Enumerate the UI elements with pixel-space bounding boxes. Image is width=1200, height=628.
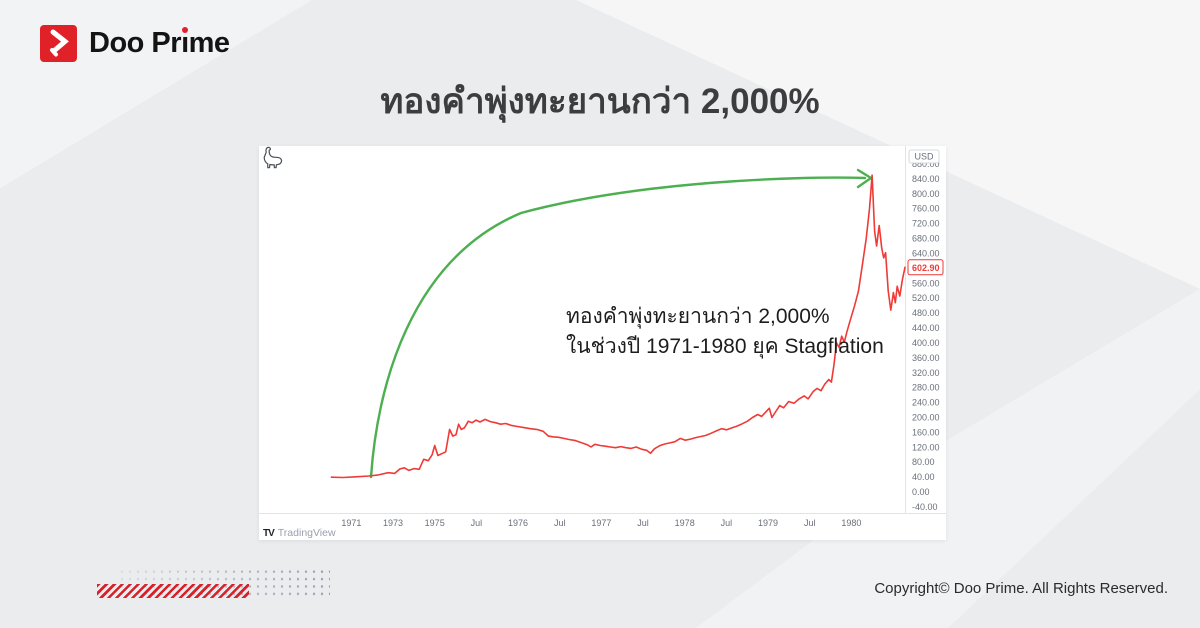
y-axis-tick: 0.00 [912, 487, 930, 497]
y-axis-tick: 120.00 [912, 442, 940, 452]
annotation-line-1: ทองคำพุ่งทะยานกว่า 2,000% [566, 305, 830, 328]
y-axis-tick: 440.00 [912, 323, 940, 333]
tradingview-logo-icon: TV [263, 527, 275, 539]
page-title: ทองคำพุ่งทะยานกว่า 2,000% [380, 82, 820, 121]
y-axis-tick: 720.00 [912, 219, 940, 229]
red-hatch-decoration [97, 584, 249, 598]
y-axis-tick: 280.00 [912, 383, 940, 393]
x-axis-tick: Jul [554, 518, 566, 528]
x-axis-tick: Jul [637, 518, 649, 528]
arrow-chevron-icon [50, 29, 69, 57]
chart-annotation: ทองคำพุ่งทะยานกว่า 2,000% ในช่วงปี 1971-… [566, 302, 884, 363]
y-axis-tick: 760.00 [912, 204, 940, 214]
annotation-line-2: ในช่วงปี 1971-1980 ยุค Stagflation [566, 335, 884, 359]
doo-prime-logo: Doo Prıme [40, 25, 230, 62]
y-axis-tick: 560.00 [912, 278, 940, 288]
last-price-box [907, 259, 944, 276]
y-axis-tick: 200.00 [912, 413, 940, 423]
copyright-text: Copyright© Doo Prime. All Rights Reserve… [874, 580, 1168, 597]
dinosaur-doodle-icon [263, 146, 283, 169]
x-axis-tick: 1971 [341, 518, 361, 528]
doo-prime-logo-icon [40, 25, 77, 62]
currency-box [908, 149, 940, 164]
tradingview-label: TradingView [277, 527, 336, 539]
y-axis-tick: 360.00 [912, 353, 940, 363]
y-axis-tick: 840.00 [912, 174, 940, 184]
y-axis-tick: 640.00 [912, 248, 940, 258]
gold-price-chart-panel: 880.00 840.00 800.00 760.00 720.00 680.00 640.… [259, 146, 946, 540]
x-axis-tick: 1976 [508, 518, 528, 528]
x-axis-tick: Jul [804, 518, 816, 528]
y-axis-tick: -40.00 [912, 502, 938, 512]
x-axis-tick: 1975 [425, 518, 445, 528]
brand-name: Doo Prıme [89, 27, 230, 59]
y-axis-tick: 40.00 [912, 472, 935, 482]
y-axis-tick: 80.00 [912, 457, 935, 467]
x-axis-tick: 1978 [675, 518, 695, 528]
y-axis-tick: 880.00 [912, 159, 940, 169]
y-axis-tick: 160.00 [912, 427, 940, 437]
y-axis-tick: 320.00 [912, 368, 940, 378]
y-axis-tick: 400.00 [912, 338, 940, 348]
last-price-label: 602.90 [912, 263, 940, 273]
y-axis-tick: 800.00 [912, 189, 940, 199]
trend-arrow-head [856, 168, 873, 189]
y-axis-tick: 240.00 [912, 398, 940, 408]
gold-price-line [330, 174, 906, 479]
x-axis-tick: 1973 [383, 518, 403, 528]
y-axis-tick: 520.00 [912, 293, 940, 303]
gold-price-chart: 880.00 840.00 800.00 760.00 720.00 680.00 640.… [259, 146, 946, 528]
trend-arrow [369, 176, 867, 479]
currency-label: USD [914, 152, 934, 162]
y-axis-tick: 680.00 [912, 234, 940, 244]
y-axis-tick: 480.00 [912, 308, 940, 318]
tradingview-attribution: TV TradingView [263, 527, 336, 539]
x-axis-tick: 1979 [758, 518, 778, 528]
x-axis-tick: Jul [471, 518, 483, 528]
x-axis-tick: 1980 [841, 518, 861, 528]
x-axis-tick: 1977 [591, 518, 611, 528]
x-axis-tick: Jul [721, 518, 733, 528]
